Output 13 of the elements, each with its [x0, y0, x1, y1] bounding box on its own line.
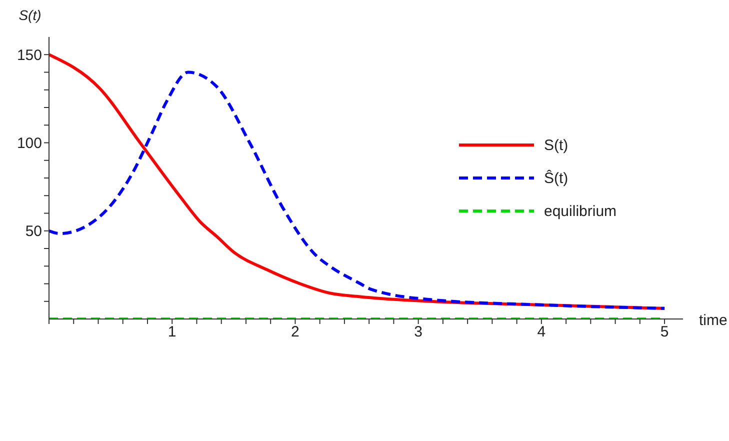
y-tick-label: 150 [16, 46, 42, 64]
legend-label: equilibrium [544, 203, 617, 220]
legend-label: S(t) [544, 137, 568, 154]
y-tick-label: 50 [25, 223, 42, 240]
x-tick-label: 5 [660, 324, 669, 341]
y-axis-title: S(t) [18, 7, 42, 23]
legend-label: Ŝ(t) [544, 169, 568, 187]
x-tick-label: 2 [291, 324, 300, 341]
x-tick-label: 4 [537, 324, 546, 341]
x-tick-label: 1 [168, 324, 176, 341]
y-tick-label: 100 [16, 135, 42, 152]
x-tick-label: 3 [414, 324, 422, 341]
x-axis-title: time [699, 312, 728, 329]
